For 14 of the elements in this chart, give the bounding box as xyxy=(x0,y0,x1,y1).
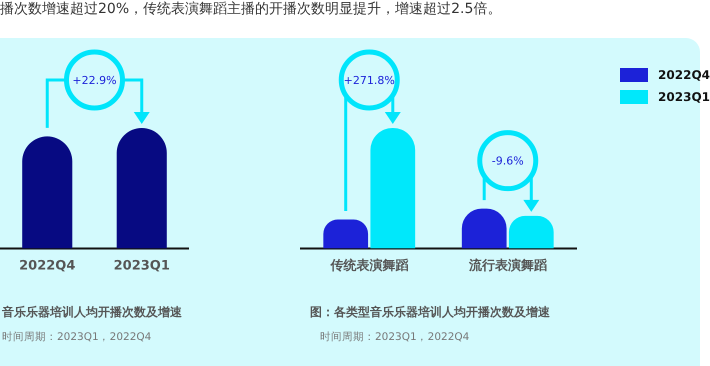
text: 播次数增速超过20%，传统表演舞蹈主播的开播次数明显提升，增速超过2.5倍。 xyxy=(0,0,502,18)
text: +271.8% xyxy=(344,74,395,87)
annotation: -9.6% xyxy=(492,154,524,168)
x-tick-label: 传统表演舞蹈 xyxy=(329,258,408,274)
legend-label: 2022Q4 xyxy=(658,68,710,82)
legend-label: 2023Q1 xyxy=(658,90,710,104)
x-tick-label: 流行表演舞蹈 xyxy=(468,258,547,274)
text: +22.9% xyxy=(72,74,117,87)
text: 时间周期：2023Q1，2022Q4 xyxy=(320,330,470,344)
text: 图：各类型音乐乐器培训人均开播次数及增速 xyxy=(310,304,550,321)
x-tick-label: 2023Q1 xyxy=(114,258,170,274)
x-tick-label: 2022Q4 xyxy=(19,258,76,274)
text: 时间周期：2023Q1，2022Q4 xyxy=(2,330,152,344)
text: 音乐乐器培训人均开播次数及增速 xyxy=(2,304,182,321)
